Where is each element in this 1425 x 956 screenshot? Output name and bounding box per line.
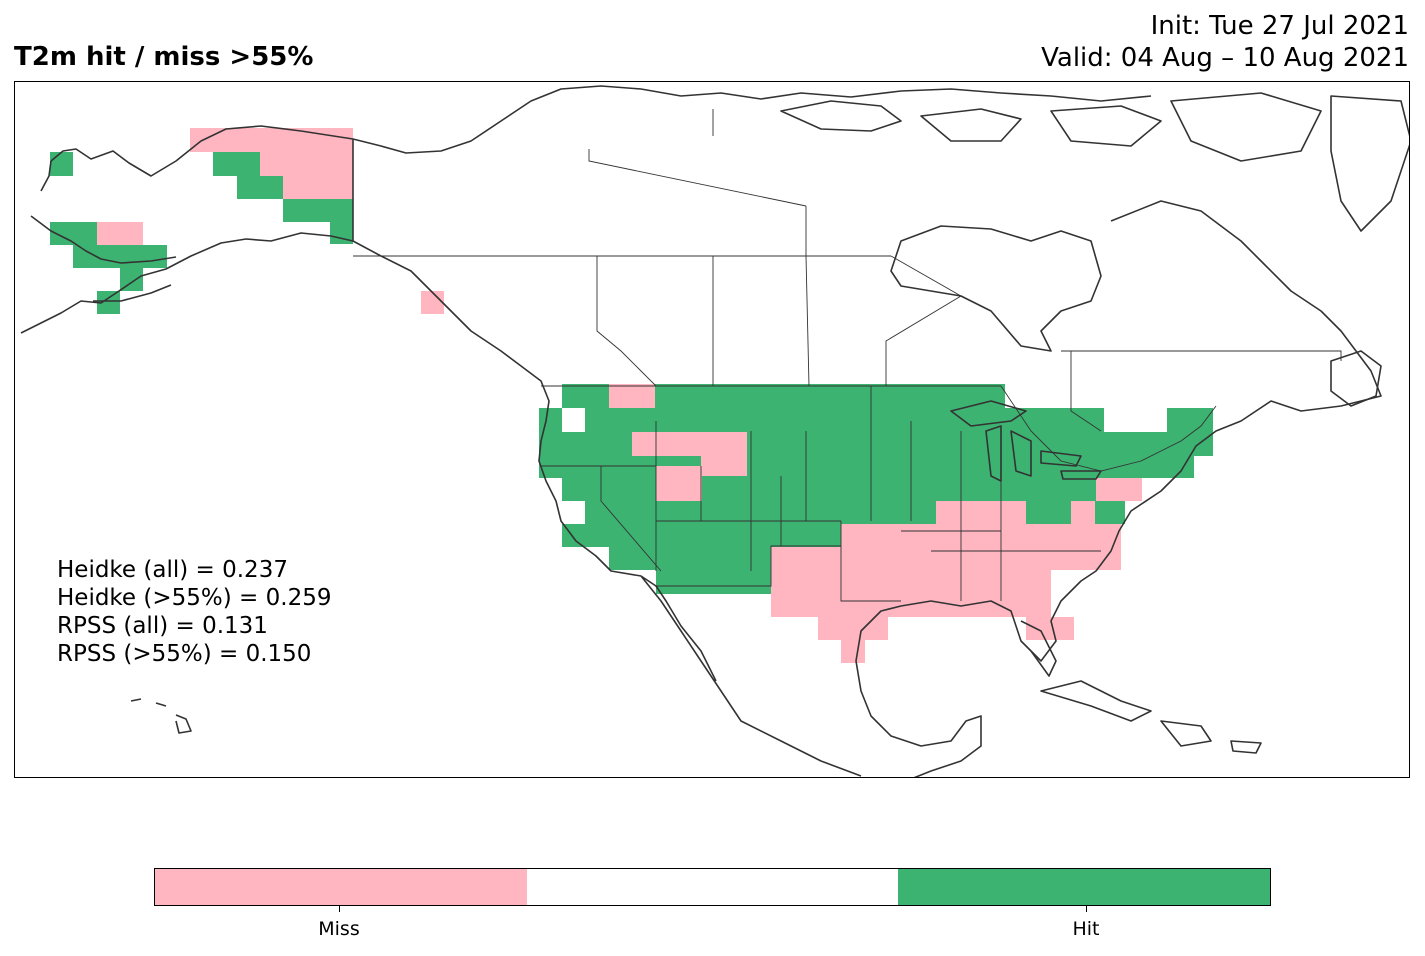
miss-cell (771, 594, 1051, 617)
map-panel (14, 81, 1410, 778)
hit-cell (539, 456, 1194, 478)
verification-grid (50, 128, 1213, 663)
miss-cell (97, 222, 143, 245)
miss-cell (190, 128, 353, 152)
north-america-map (20, 85, 1409, 777)
miss-cell (1071, 501, 1095, 524)
hit-cell (656, 570, 772, 594)
colorbar-miss-label: Miss (318, 918, 360, 940)
skill-scores: Heidke (all) = 0.237 Heidke (>55%) = 0.2… (57, 556, 331, 668)
hit-cell (330, 222, 353, 244)
boundaries (353, 109, 1342, 602)
date-info: Init: Tue 27 Jul 2021 Valid: 04 Aug – 10… (1041, 10, 1409, 74)
hit-cell (50, 152, 73, 176)
miss-cell (841, 640, 865, 663)
miss-cell (632, 432, 702, 456)
heidke-all-score: Heidke (all) = 0.237 (57, 557, 288, 583)
valid-date: Valid: 04 Aug – 10 Aug 2021 (1041, 43, 1409, 73)
heidke-55-score: Heidke (>55%) = 0.259 (57, 585, 332, 611)
colorbar (154, 868, 1271, 906)
miss-cell (1096, 478, 1142, 501)
miss-cell (1026, 617, 1074, 640)
miss-cell (841, 524, 1121, 547)
miss-cell (656, 466, 702, 501)
miss-cell (609, 384, 655, 408)
miss-cell (421, 291, 444, 314)
init-date: Init: Tue 27 Jul 2021 (1150, 11, 1409, 41)
colorbar-hit-tick (1086, 906, 1087, 912)
hit-cell (562, 524, 842, 547)
map-title: T2m hit / miss >55% (14, 42, 314, 72)
rpss-55-score: RPSS (>55%) = 0.150 (57, 641, 312, 667)
miss-cell (701, 432, 747, 476)
colorbar-hit-segment (898, 869, 1270, 905)
hit-cell (539, 408, 1104, 432)
miss-cell (795, 547, 1121, 570)
hit-cell (237, 176, 283, 199)
miss-cell (936, 501, 1026, 524)
neutral-cell (562, 408, 585, 432)
colorbar-miss-segment (155, 869, 527, 905)
colorbar-miss-tick (339, 906, 340, 912)
hit-cell (283, 199, 353, 222)
miss-cell (841, 570, 1051, 594)
hit-cell (120, 268, 143, 291)
hit-cell (50, 222, 97, 245)
coastlines (20, 85, 1409, 777)
miss-cell (818, 617, 888, 640)
hit-cell (97, 291, 120, 314)
colorbar-neutral-segment (526, 869, 899, 905)
rpss-all-score: RPSS (all) = 0.131 (57, 613, 268, 639)
hit-cell (73, 245, 167, 268)
hit-cell (1167, 408, 1213, 456)
hit-cell (562, 478, 1142, 501)
hit-cell (213, 152, 260, 176)
colorbar-hit-label: Hit (1072, 918, 1100, 940)
